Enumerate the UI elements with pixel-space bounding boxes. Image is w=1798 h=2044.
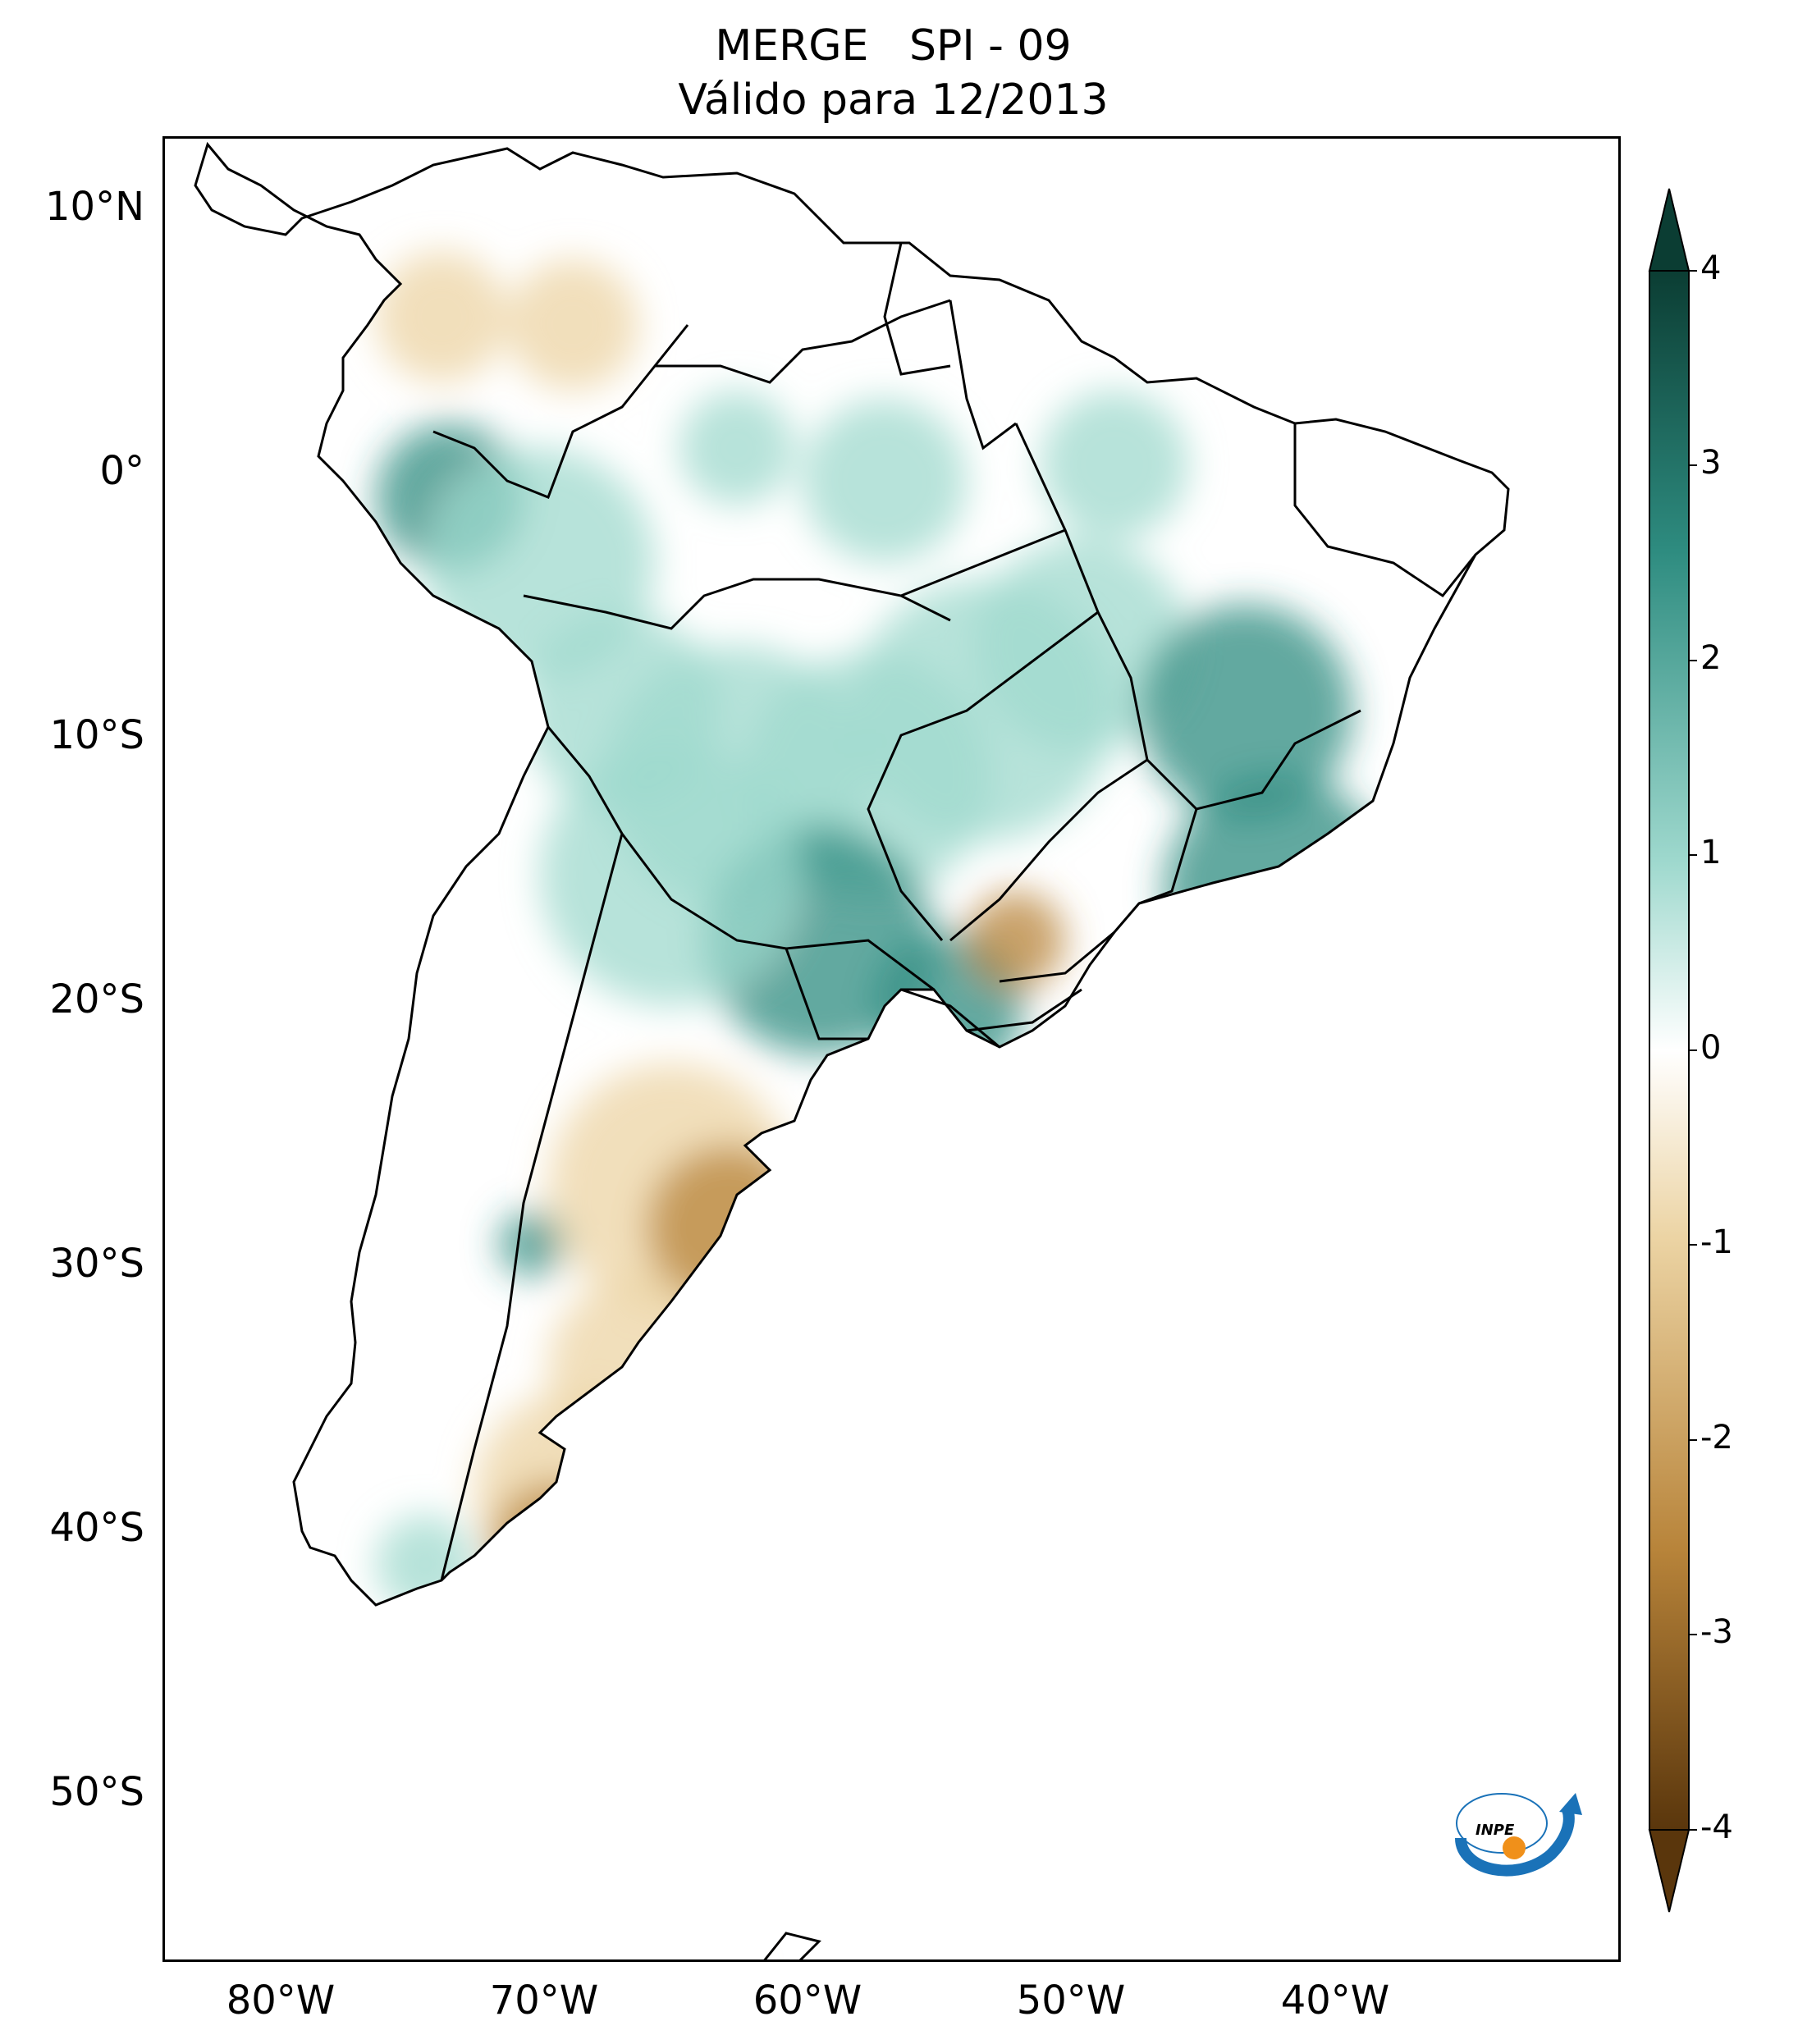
spi-anomaly-patch xyxy=(967,891,1065,990)
map-subtitle: Válido para 12/2013 xyxy=(678,75,1109,125)
colorbar-label-0: 0 xyxy=(1700,1029,1722,1067)
lat-label-40s: 40°S xyxy=(49,1505,144,1551)
spi-anomaly-patch xyxy=(499,1211,565,1277)
colorbar-label-neg3: -3 xyxy=(1700,1613,1733,1651)
country-borders xyxy=(194,143,1510,1962)
colorbar-label-neg2: -2 xyxy=(1700,1419,1733,1456)
map-frame-border xyxy=(162,136,1621,1962)
map-title: MERGE SPI - 09 xyxy=(715,21,1072,71)
spi-anomaly-patch xyxy=(376,251,507,382)
spi-anomaly-patch xyxy=(803,399,967,563)
colorbar-label-1: 1 xyxy=(1700,834,1722,871)
logo-text: INPE xyxy=(1475,1822,1515,1839)
colorbar xyxy=(1648,188,1697,1913)
lon-label-60w: 60°W xyxy=(753,1978,862,2023)
map-panel xyxy=(162,136,1621,1962)
lon-label-50w: 50°W xyxy=(1016,1978,1126,2023)
spi-anomaly-patch xyxy=(507,259,638,391)
colorbar-label-neg1: -1 xyxy=(1700,1223,1733,1261)
spi-anomaly-patch xyxy=(679,391,794,505)
spi-anomaly-patch xyxy=(540,743,803,1006)
lat-label-0: 0° xyxy=(99,448,144,494)
colorbar-extend-min xyxy=(1648,1829,1690,1913)
inpe-logo: INPE xyxy=(1455,1793,1582,1877)
colorbar-label-2: 2 xyxy=(1700,639,1722,677)
lat-label-20s: 20°S xyxy=(49,976,144,1022)
colorbar-gradient xyxy=(1649,270,1690,1831)
colorbar-label-3: 3 xyxy=(1700,444,1722,482)
lat-label-10s: 10°S xyxy=(49,712,144,758)
spi-anomaly-patch xyxy=(1139,604,1352,817)
lon-label-70w: 70°W xyxy=(489,1978,599,2023)
lat-label-10n: 10°N xyxy=(45,184,144,230)
colorbar-extend-max xyxy=(1648,188,1690,272)
lon-label-40w: 40°W xyxy=(1280,1978,1390,2023)
lat-label-30s: 30°S xyxy=(49,1241,144,1287)
lat-label-50s: 50°S xyxy=(49,1769,144,1815)
colorbar-label-neg4: -4 xyxy=(1700,1809,1733,1846)
lon-label-80w: 80°W xyxy=(226,1978,336,2023)
spi-anomaly-patch xyxy=(1041,391,1188,538)
colorbar-label-4: 4 xyxy=(1700,249,1722,287)
colorbar-ticks xyxy=(1689,270,1697,1831)
